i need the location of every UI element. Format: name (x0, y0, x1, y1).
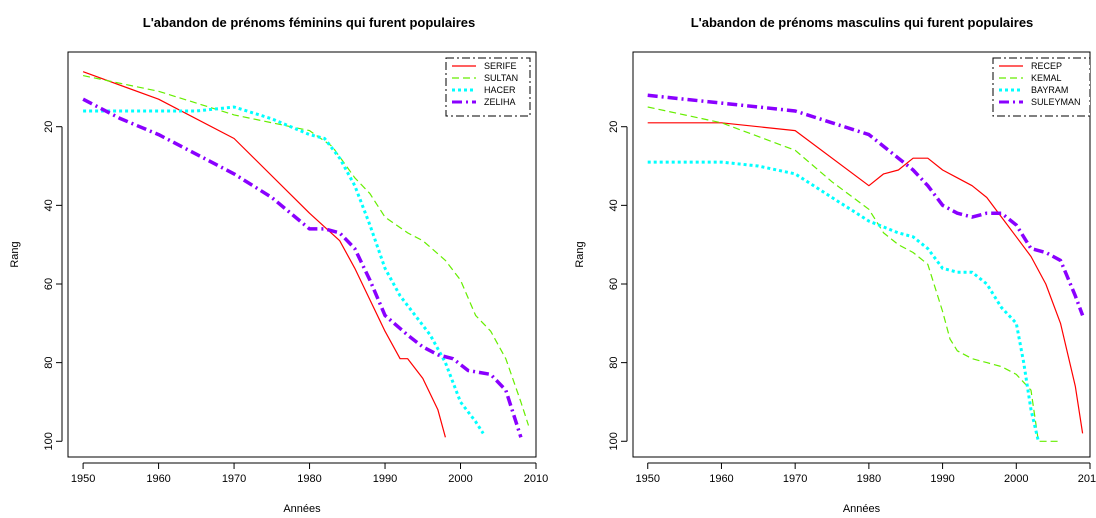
x-tick-label: 2010 (524, 473, 548, 485)
y-tick-label: 40 (608, 199, 620, 211)
series-line-kemal (647, 106, 1061, 442)
chart-title: L'abandon de prénoms masculins qui furen… (691, 15, 1034, 30)
series-line-zeliha (82, 97, 523, 438)
y-tick-label: 100 (43, 432, 55, 450)
y-tick-label: 80 (608, 357, 620, 369)
x-tick-label: 2000 (448, 473, 472, 485)
series-line-serife (82, 71, 446, 438)
legend-label: SERIFE (484, 61, 517, 71)
y-tick-label: 80 (43, 357, 55, 369)
x-tick-label: 2010 (1078, 473, 1096, 485)
chart-panel-2: L'abandon de prénoms masculins qui furen… (574, 15, 1096, 515)
x-tick-label: 1970 (783, 473, 807, 485)
y-tick-label: 100 (608, 432, 620, 450)
legend-label: BAYRAM (1031, 85, 1068, 95)
x-tick-label: 1950 (635, 473, 659, 485)
series-line-bayram (647, 160, 1040, 442)
legend-box (445, 57, 531, 117)
series-line-sultan (82, 75, 530, 426)
legend-label: ZELIHA (484, 97, 516, 107)
y-tick-label: 60 (43, 278, 55, 290)
series-line-hacer (83, 105, 485, 435)
plot-frame (632, 51, 1091, 458)
y-axis-label: Rang (574, 241, 586, 267)
chart-panel-1: L'abandon de prénoms féminins qui furent… (9, 15, 548, 515)
legend-box (992, 57, 1091, 117)
x-axis-label: Années (283, 503, 321, 515)
y-tick-label: 20 (43, 121, 55, 133)
legend-label: RECEP (1031, 61, 1062, 71)
x-tick-label: 1990 (373, 473, 397, 485)
x-tick-label: 1990 (930, 473, 954, 485)
y-tick-label: 60 (608, 278, 620, 290)
legend-label: HACER (484, 85, 516, 95)
y-axis-label: Rang (9, 241, 21, 267)
x-tick-label: 1970 (222, 473, 246, 485)
plot-frame (67, 51, 537, 458)
x-tick-label: 1980 (857, 473, 881, 485)
legend-label: KEMAL (1031, 73, 1062, 83)
x-tick-label: 1950 (71, 473, 95, 485)
x-tick-label: 1980 (297, 473, 321, 485)
y-tick-label: 40 (43, 199, 55, 211)
series-line-recep (647, 122, 1084, 434)
y-tick-label: 20 (608, 121, 620, 133)
x-tick-label: 1960 (709, 473, 733, 485)
x-tick-label: 2000 (1004, 473, 1028, 485)
legend-label: SULTAN (484, 73, 518, 83)
series-line-suleyman (647, 93, 1085, 317)
x-tick-label: 1960 (146, 473, 170, 485)
legend-label: SULEYMAN (1031, 97, 1081, 107)
chart-title: L'abandon de prénoms féminins qui furent… (143, 15, 475, 30)
x-axis-label: Années (843, 503, 881, 515)
